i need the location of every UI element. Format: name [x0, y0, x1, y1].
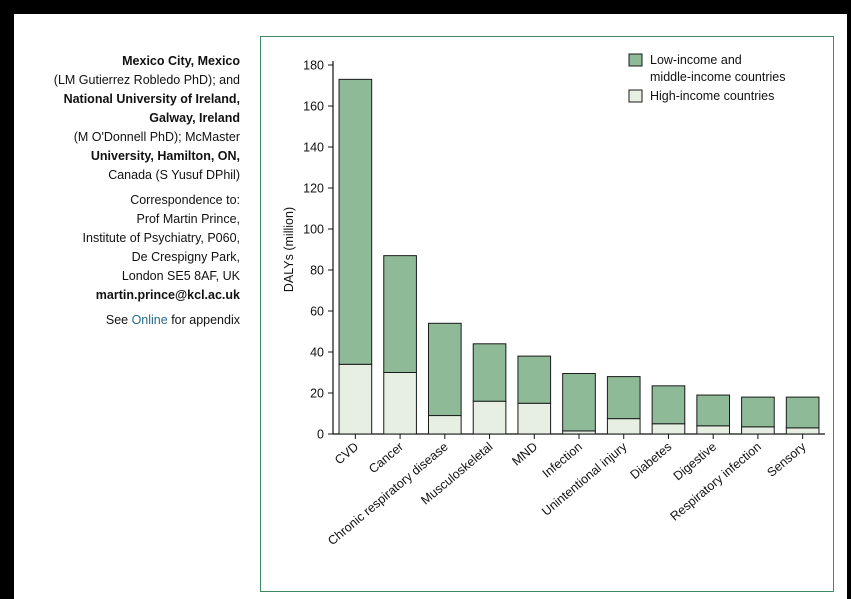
affiliation-line: (M O'Donnell PhD); McMaster — [73, 130, 240, 144]
affiliation-line: University, Hamilton, ON, — [90, 149, 240, 163]
bar-high-income — [606, 418, 641, 435]
bar-high-income — [472, 400, 507, 435]
correspondence-line: Prof Martin Prince, — [136, 212, 240, 226]
y-tick-label: 100 — [303, 223, 324, 237]
bar-high-income — [517, 402, 552, 435]
online-link[interactable]: Online — [131, 313, 168, 327]
bar-lmic — [741, 396, 775, 428]
bar-high-income — [785, 427, 820, 435]
legend-label-high-income: High-income countries — [650, 89, 774, 103]
bar-high-income — [427, 415, 462, 435]
bar-high-income — [651, 423, 686, 435]
correspondence-email[interactable]: martin.prince@kcl.ac.uk — [95, 288, 240, 302]
appendix-note: See Online for appendix — [16, 311, 240, 330]
affiliation-line: (LM Gutierrez Robledo PhD); and — [53, 73, 240, 87]
y-tick-label: 60 — [310, 305, 324, 319]
legend-label-lmic-line2: middle-income countries — [650, 70, 785, 84]
bar-lmic — [651, 385, 686, 425]
y-tick-label: 160 — [303, 100, 324, 114]
category-label: Unintentional injury — [539, 439, 630, 519]
page-frame-right — [847, 0, 851, 599]
affiliation-line: Canada (S Yusuf DPhil) — [108, 168, 240, 182]
bar-lmic — [427, 322, 462, 417]
legend-swatch-high-income — [628, 89, 643, 103]
y-tick-label: 40 — [310, 346, 324, 360]
correspondence-line: Institute of Psychiatry, P060, — [82, 231, 240, 245]
affiliation-line: Galway, Ireland — [149, 111, 240, 125]
category-label: Cancer — [366, 440, 406, 477]
bar-lmic — [562, 373, 596, 432]
bar-high-income — [696, 425, 731, 435]
category-label: CVD — [332, 440, 361, 468]
bar-lmic — [696, 394, 731, 427]
bar-lmic — [472, 343, 507, 402]
y-tick-label: 20 — [310, 387, 324, 401]
page-frame-top — [0, 0, 851, 14]
category-label: Sensory — [764, 439, 809, 480]
bar-lmic — [517, 355, 552, 404]
bar-lmic — [606, 376, 641, 420]
legend-label-lmic: Low-income and — [650, 53, 742, 67]
bar-lmic — [383, 255, 417, 373]
bar-high-income — [338, 363, 373, 435]
bar-lmic — [338, 78, 373, 365]
y-tick-label: 80 — [310, 264, 324, 278]
category-label: Diabetes — [628, 440, 675, 482]
correspondence-line: London SE5 8AF, UK — [121, 269, 240, 283]
y-tick-label: 120 — [303, 182, 324, 196]
affiliation-line: National University of Ireland, — [63, 92, 240, 106]
affiliation-line: Mexico City, Mexico — [122, 54, 240, 68]
correspondence-line: Correspondence to: — [130, 193, 240, 207]
see-suffix: for appendix — [167, 313, 240, 327]
category-label: MND — [509, 440, 540, 469]
y-tick-label: 140 — [303, 141, 324, 155]
bar-high-income — [383, 372, 417, 435]
bar-high-income — [741, 426, 775, 435]
chart-panel: 0 20 40 60 80 100 120 140 160 180 DALYs (million) C… — [260, 36, 834, 592]
margin-notes: Mexico City, Mexico (LM Gutierrez Robled… — [16, 52, 240, 330]
y-axis-label: DALYs (million) — [282, 207, 296, 292]
page-frame-left — [0, 0, 14, 599]
legend-swatch-lmic — [628, 53, 643, 67]
correspondence-line: De Crespigny Park, — [131, 250, 240, 264]
y-tick-label: 0 — [317, 428, 324, 442]
y-tick-label: 180 — [303, 59, 324, 73]
stacked-bar-chart: 0 20 40 60 80 100 120 140 160 180 DALYs (million) C… — [282, 53, 825, 548]
see-prefix: See — [105, 313, 132, 327]
bar-lmic — [785, 396, 820, 429]
